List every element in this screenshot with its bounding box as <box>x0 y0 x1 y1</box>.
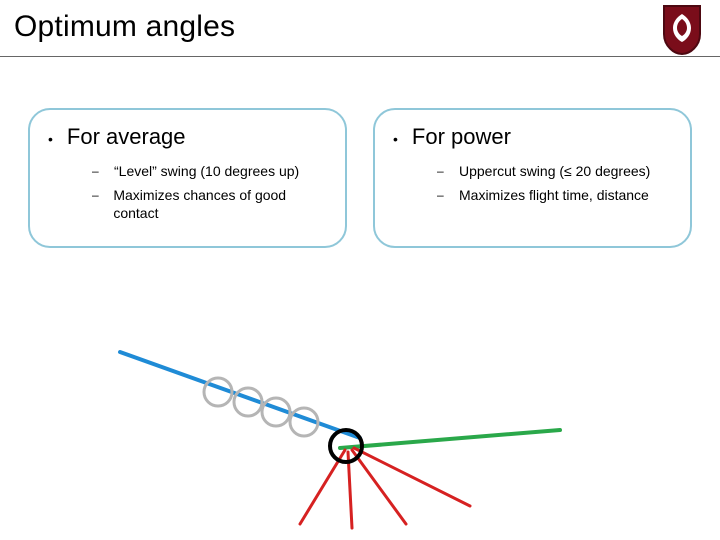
dash-icon: – <box>437 162 445 180</box>
bullet-dot: • <box>393 126 398 152</box>
dash-icon: – <box>437 186 445 204</box>
page-title: Optimum angles <box>14 10 235 44</box>
list-item: – “Level” swing (10 degrees up) <box>92 162 327 180</box>
panel-average-list: – “Level” swing (10 degrees up) – Maximi… <box>92 162 327 222</box>
panels-row: • For average – “Level” swing (10 degree… <box>28 108 692 248</box>
panel-heading-power: For power <box>412 124 511 150</box>
dash-icon: – <box>92 162 100 180</box>
list-item-text: Maximizes chances of good contact <box>113 186 327 222</box>
list-item-text: Maximizes flight time, distance <box>459 186 659 204</box>
uchicago-logo-icon <box>660 4 704 56</box>
dash-icon: – <box>92 186 99 204</box>
panel-heading-average: For average <box>67 124 186 150</box>
green-path <box>340 430 560 448</box>
swing-diagram <box>0 300 720 530</box>
title-rule <box>0 56 720 57</box>
list-item-text: “Level” swing (10 degrees up) <box>114 162 309 180</box>
panel-power-list: – Uppercut swing (≤ 20 degrees) – Maximi… <box>437 162 672 204</box>
list-item: – Maximizes chances of good contact <box>92 186 327 222</box>
panel-average: • For average – “Level” swing (10 degree… <box>28 108 347 248</box>
panel-power: • For power – Uppercut swing (≤ 20 degre… <box>373 108 692 248</box>
bullet-dot: • <box>48 126 53 152</box>
list-item: – Uppercut swing (≤ 20 degrees) <box>437 162 672 180</box>
blue-path <box>120 352 360 438</box>
list-item: – Maximizes flight time, distance <box>437 186 672 204</box>
list-item-text: Uppercut swing (≤ 20 degrees) <box>459 162 660 180</box>
